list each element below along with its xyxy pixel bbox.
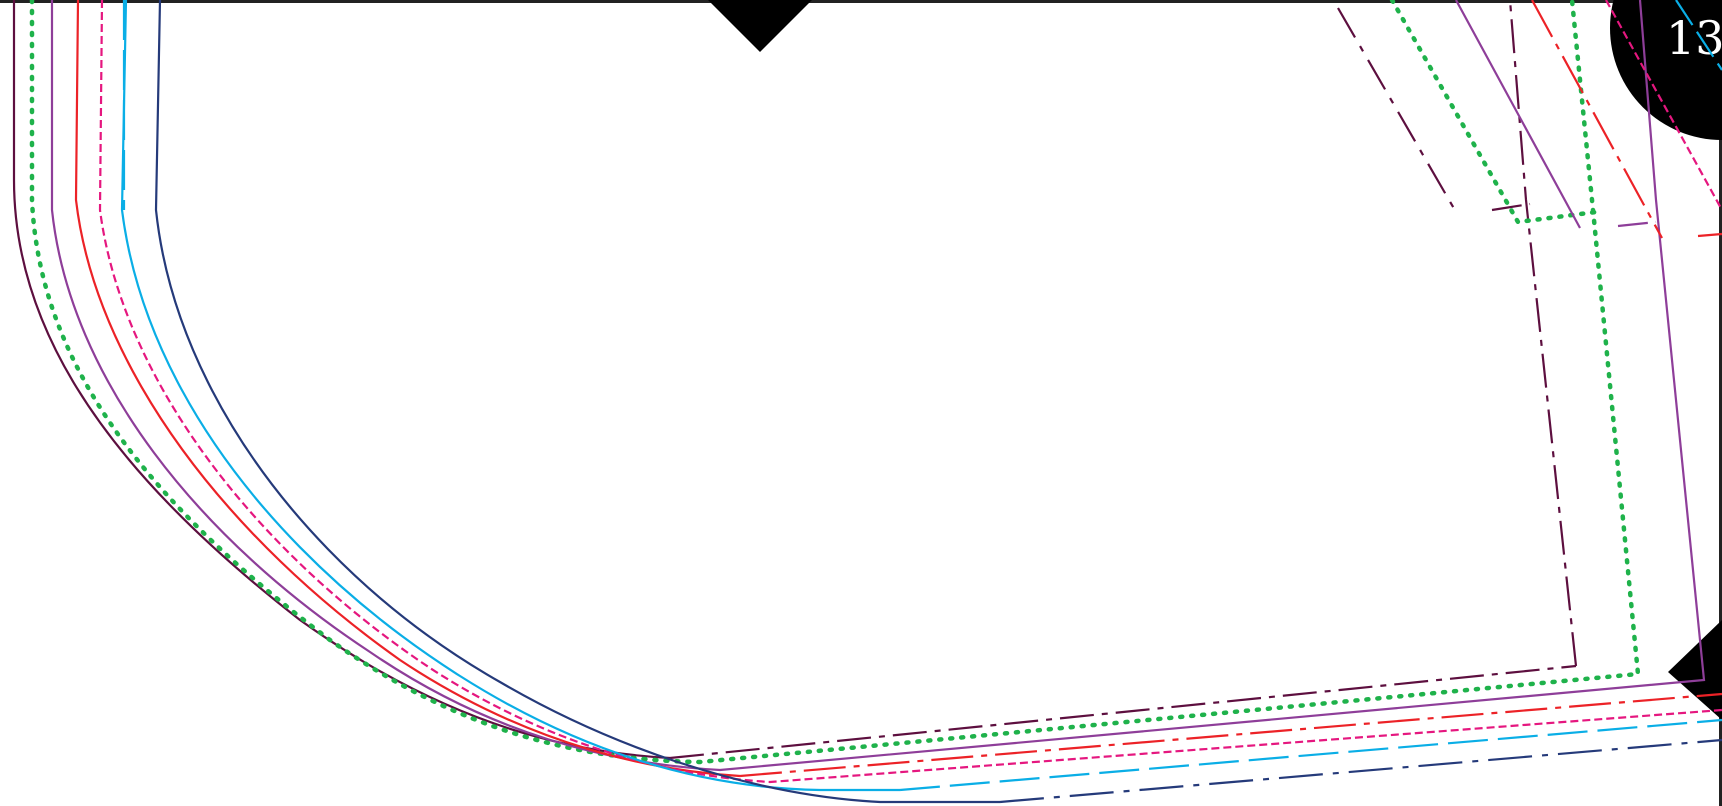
right-notch-marker bbox=[1668, 620, 1722, 720]
top-notch-marker bbox=[708, 0, 812, 52]
size-line-cyan-hem bbox=[899, 718, 1722, 792]
size-line-purple-tick bbox=[1617, 220, 1657, 228]
size-line-navy-hem bbox=[999, 738, 1722, 804]
size-line-green bbox=[29, 0, 1641, 765]
size-line-pink bbox=[98, 0, 1722, 784]
size-line-plum bbox=[12, 0, 671, 760]
size-line-plum-tick bbox=[1491, 202, 1531, 212]
size-line-red-hem bbox=[739, 692, 1722, 778]
size-line-plum-side bbox=[1508, 0, 1578, 667]
size-line-red-tick bbox=[1697, 232, 1722, 238]
size-line-plum-upper bbox=[1337, 7, 1457, 213]
size-line-red bbox=[74, 0, 741, 778]
size-line-purple-upper bbox=[1455, 0, 1581, 229]
size-line-cyan-corner bbox=[1675, 0, 1722, 71]
size-line-pink-upper bbox=[1605, 0, 1722, 211]
size-line-plum-hem bbox=[669, 664, 1577, 760]
size-lines bbox=[12, 0, 1722, 804]
size-line-red-upper bbox=[1531, 0, 1663, 239]
page-number-badge bbox=[1610, 0, 1722, 140]
page-number: 13 bbox=[1666, 11, 1722, 65]
size-line-cyan bbox=[120, 0, 900, 792]
size-line-green-upper bbox=[1389, 0, 1599, 225]
top-border bbox=[0, 0, 1722, 3]
size-line-navy bbox=[154, 0, 1000, 804]
right-border bbox=[1719, 0, 1722, 806]
